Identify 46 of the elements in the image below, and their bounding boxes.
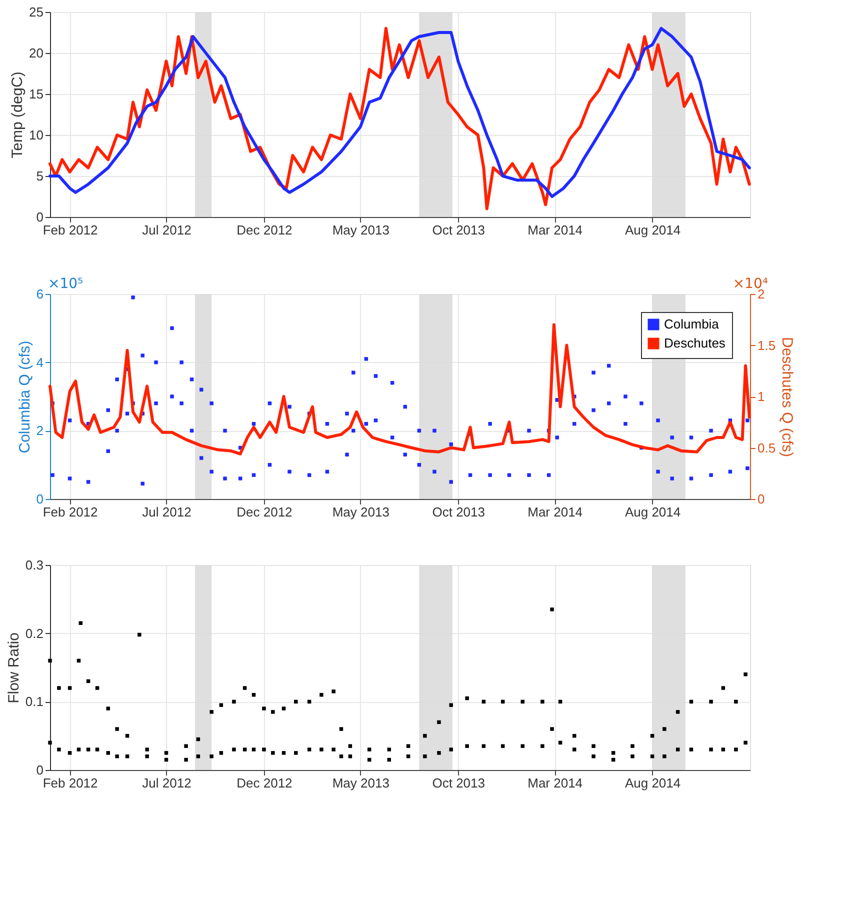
y-tick-label: 2 — [36, 423, 44, 438]
x-tick-label: Feb 2012 — [42, 222, 98, 238]
y-tick-label: 0 — [36, 492, 44, 506]
y-tick-label: 0 — [36, 762, 44, 778]
y2-axis-title: Deschutes Q (cfs) — [778, 336, 796, 458]
x-tick-label: May 2013 — [332, 776, 390, 790]
y-axis-title: Columbia Q (cfs) — [16, 340, 34, 454]
x-tick-label: Mar 2014 — [528, 504, 583, 520]
x-tick-label: Dec 2012 — [236, 222, 292, 238]
y-tick-label: 5 — [36, 168, 44, 184]
y-tick-label: 20 — [29, 46, 44, 60]
y2-tick-label: 1.5 — [758, 338, 776, 353]
x-tick-label: Oct 2013 — [432, 222, 486, 238]
x-tick-label: May 2013 — [332, 504, 390, 520]
legend-label: Columbia — [664, 316, 720, 332]
y-tick-label: 10 — [29, 128, 44, 142]
x-tick-label: Dec 2012 — [236, 504, 292, 520]
y-tick-label: 0.2 — [25, 626, 44, 641]
y2-tick-label: 0.5 — [758, 440, 776, 456]
x-tick-label: Mar 2014 — [528, 222, 583, 238]
y-tick-label: 0.1 — [25, 694, 44, 710]
y2-tick-label: 1 — [758, 389, 765, 404]
x-tick-label: Feb 2012 — [42, 504, 98, 520]
x-tick-label: Dec 2012 — [236, 776, 292, 790]
y-tick-label: 15 — [29, 86, 44, 102]
y-tick-label: 0 — [36, 210, 44, 224]
x-tick-label: Oct 2013 — [432, 504, 486, 520]
y-tick-label: 25 — [29, 4, 44, 20]
x-tick-label: Jul 2012 — [142, 776, 192, 790]
y2-tick-label: 0 — [758, 492, 765, 506]
x-tick-label: Jul 2012 — [142, 504, 192, 520]
text: ×10⁵ — [48, 276, 84, 292]
legend-label: Deschutes — [664, 336, 726, 350]
x-tick-label: May 2013 — [332, 222, 390, 238]
x-tick-label: Jul 2012 — [142, 222, 192, 238]
x-tick-label: Aug 2014 — [624, 776, 681, 790]
y-tick-label: 6 — [36, 286, 44, 302]
y-axis-title: Flow Ratio — [5, 632, 22, 704]
x-tick-label: Aug 2014 — [624, 504, 681, 520]
y-tick-label: 4 — [36, 354, 44, 370]
x-tick-label: Feb 2012 — [42, 776, 98, 790]
y-tick-label: 0.3 — [25, 558, 44, 572]
x-tick-label: Oct 2013 — [432, 776, 486, 790]
y-axis-title: Temp (degC) — [9, 72, 26, 158]
x-tick-label: Mar 2014 — [528, 776, 583, 790]
x-tick-label: Aug 2014 — [624, 222, 681, 238]
